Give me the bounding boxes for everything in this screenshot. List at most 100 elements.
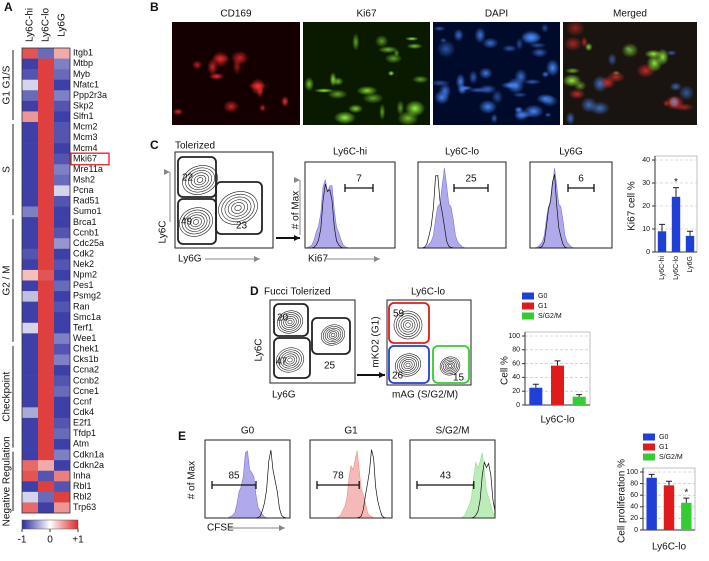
heatmap-cell	[22, 439, 38, 450]
cell-signal	[545, 59, 560, 77]
gene-label: Cdc25a	[73, 238, 104, 248]
heatmap-cell	[38, 491, 54, 503]
heatmap-border	[21, 47, 71, 514]
heatmap-cell	[22, 111, 38, 123]
contour	[181, 209, 211, 235]
heatmap-cell	[22, 428, 38, 440]
heatmap-cell	[38, 322, 54, 334]
contour	[401, 359, 415, 371]
heatmap-cell	[22, 100, 38, 112]
heatmap-cell	[22, 491, 38, 503]
panel-label: B	[150, 0, 159, 14]
cell-signal	[512, 92, 528, 98]
gene-label: Mcm2	[73, 122, 98, 132]
contour	[227, 199, 249, 217]
axis-label: Ly6G	[272, 390, 296, 401]
gate	[177, 156, 217, 198]
cell-signal	[501, 44, 518, 53]
contour	[330, 332, 336, 338]
heatmap-cell	[54, 132, 70, 144]
legend-label: S/G2/M	[659, 454, 683, 461]
contour	[405, 362, 411, 368]
significance-mark: *	[684, 488, 688, 499]
contour	[224, 196, 252, 220]
heatmap-cell	[54, 143, 70, 154]
gene-label: Itgb1	[73, 48, 93, 58]
gene-label: Ccne1	[73, 386, 99, 396]
heatmap-cell	[22, 121, 38, 133]
cell-signal	[468, 70, 478, 85]
heatmap-cell	[22, 174, 38, 186]
cell-signal	[580, 97, 598, 113]
contour	[218, 191, 258, 225]
bar	[685, 235, 695, 252]
gene-label: Skp2	[73, 101, 94, 111]
contour	[287, 319, 293, 325]
heatmap-cell	[38, 481, 54, 493]
image-title: DAPI	[485, 9, 508, 20]
gate	[432, 345, 470, 384]
contour	[393, 310, 423, 340]
error-bar	[532, 383, 539, 388]
cell-signal	[191, 60, 203, 70]
plot-frame	[174, 151, 274, 249]
cell-signal	[259, 103, 267, 112]
gene-label: Cdkn1a	[73, 449, 104, 459]
y-tick-label: 0	[634, 527, 638, 534]
heatmap-cell	[54, 312, 70, 324]
legend-label: G0	[659, 434, 668, 441]
y-tick-label: 0	[516, 402, 520, 409]
y-tick-label: 80	[630, 480, 638, 487]
gene-label: Trp63	[73, 502, 96, 512]
gene-label: Mre11a	[73, 164, 103, 174]
legend-label: G1	[538, 303, 547, 310]
cell-signal	[223, 100, 240, 113]
gate	[273, 337, 311, 379]
gate	[273, 303, 309, 337]
contour	[446, 362, 454, 370]
gene-label: Brca1	[73, 217, 97, 227]
error-bar	[683, 497, 690, 503]
image-title: Ki67	[356, 9, 376, 20]
heatmap-cell	[22, 280, 38, 292]
gene-label: Cdk4	[73, 407, 94, 417]
heatmap-cell	[22, 407, 38, 419]
heatmap-cell	[38, 238, 54, 250]
heatmap-cell	[38, 48, 54, 59]
cell-signal	[621, 42, 639, 58]
legend-swatch	[522, 312, 534, 320]
contour	[441, 358, 459, 374]
error-bar	[666, 480, 672, 486]
gate-value: 20	[277, 313, 289, 324]
axis-label: Cell %	[500, 356, 511, 385]
gene-label: Ccnb1	[73, 227, 99, 237]
cell-signal	[433, 25, 446, 32]
legend-label: G1	[659, 444, 668, 451]
cell-signal	[436, 40, 456, 58]
heatmap-cell	[22, 132, 38, 144]
heatmap-cell	[38, 164, 54, 176]
heatmap-cell	[54, 121, 70, 133]
plot-title: Ly6C-hi	[333, 147, 367, 158]
heatmap-cell	[54, 428, 70, 440]
heatmap-cell	[22, 195, 38, 207]
colorbar-tick-label: 0	[47, 535, 53, 546]
gene-label: Cdkn2a	[73, 460, 104, 470]
heatmap-cell	[38, 153, 54, 165]
group-label: G1 G1/S	[2, 65, 13, 104]
cell-signal	[573, 80, 587, 91]
heatmap-cell	[22, 322, 38, 334]
heatmap-cell	[54, 407, 70, 419]
contour	[324, 327, 342, 343]
contour	[320, 324, 346, 346]
highlight-box	[70, 152, 110, 166]
heatmap-cell	[22, 343, 38, 355]
cell-signal	[172, 108, 184, 116]
x-axis-label: Ly6C-lo	[540, 415, 575, 426]
error-bar	[648, 473, 655, 478]
gene-label: E2f1	[73, 418, 92, 428]
image-title: Merged	[613, 9, 647, 20]
heatmap-cell	[22, 185, 38, 197]
legend-swatch	[643, 433, 655, 441]
cell-signal	[565, 20, 586, 37]
